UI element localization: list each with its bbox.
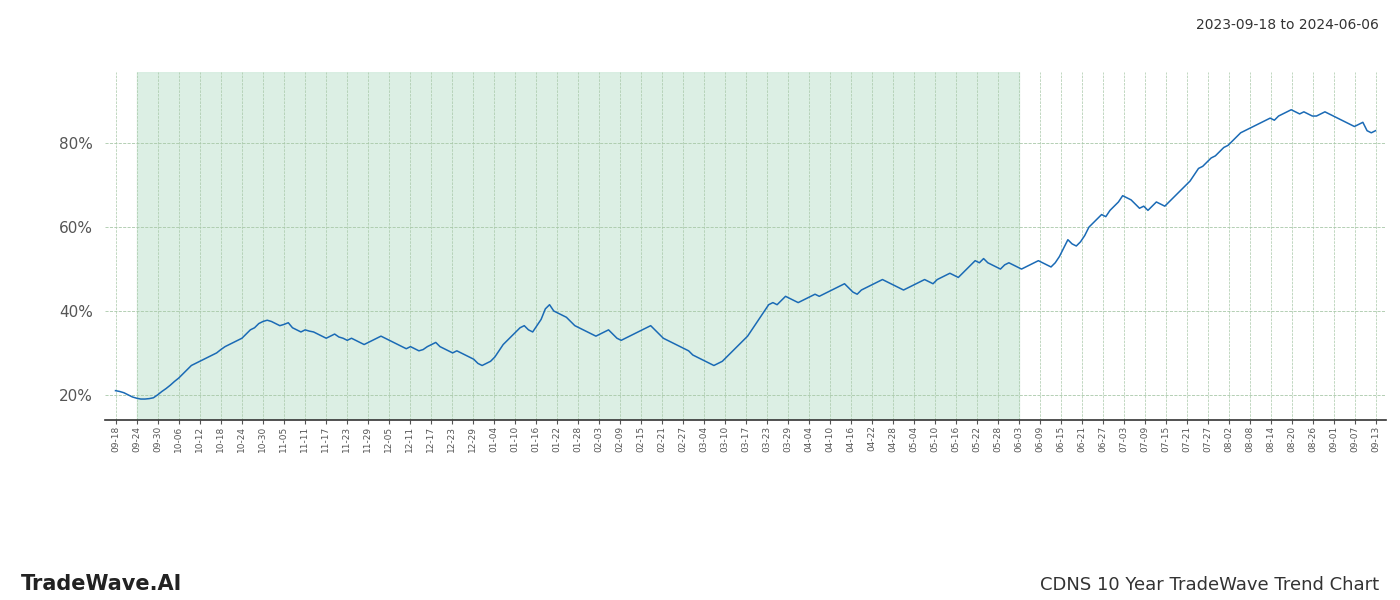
Bar <box>137 72 1019 420</box>
Text: 2023-09-18 to 2024-06-06: 2023-09-18 to 2024-06-06 <box>1196 18 1379 32</box>
Text: CDNS 10 Year TradeWave Trend Chart: CDNS 10 Year TradeWave Trend Chart <box>1040 576 1379 594</box>
Text: TradeWave.AI: TradeWave.AI <box>21 574 182 594</box>
